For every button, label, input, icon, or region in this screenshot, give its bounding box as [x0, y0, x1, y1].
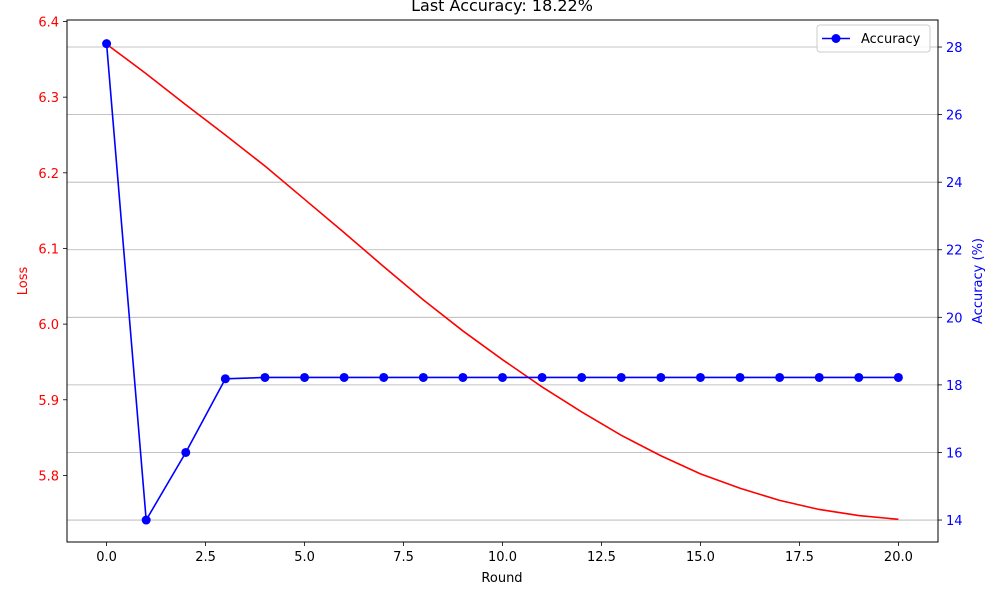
grid [67, 46, 938, 521]
accuracy-data-point [775, 372, 785, 382]
x-tick-label: 17.5 [785, 550, 814, 565]
legend-box [816, 24, 931, 53]
accuracy-data-point [695, 372, 705, 382]
right-tick-label: 28 [946, 41, 963, 56]
accuracy-data-point [181, 447, 191, 457]
right-tick-label: 22 [946, 244, 963, 259]
left-axis-label: Loss [16, 267, 31, 296]
accuracy-data-point [260, 372, 270, 382]
right-tick-label: 18 [946, 379, 963, 394]
accuracy-data-point [537, 372, 547, 382]
accuracy-data-point [418, 372, 428, 382]
x-tick-label: 12.5 [587, 550, 616, 565]
accuracy-data-point [735, 372, 745, 382]
x-tick-label: 5.0 [294, 550, 315, 565]
accuracy-data-point [577, 372, 587, 382]
accuracy-data-point [458, 372, 468, 382]
accuracy-data-point [141, 515, 151, 525]
series-layer [102, 39, 903, 525]
x-tick-label: 10.0 [488, 550, 517, 565]
right-tick-label: 16 [946, 446, 963, 461]
legend-label-accuracy: Accuracy [861, 32, 921, 47]
accuracy-data-point [656, 372, 666, 382]
accuracy-data-point [300, 372, 310, 382]
legend: Accuracy [816, 24, 931, 53]
right-axis-label: Accuracy (%) [971, 238, 986, 324]
x-tick-label: 0.0 [96, 550, 117, 565]
right-tick-label: 26 [946, 109, 963, 124]
accuracy-data-point [854, 372, 864, 382]
right-axis-ticks: 14 16 18 20 22 24 26 28 [938, 41, 963, 529]
accuracy-data-point [379, 372, 389, 382]
right-tick-label: 20 [946, 311, 963, 326]
accuracy-data-point [814, 372, 824, 382]
left-tick-label: 6.0 [38, 318, 59, 333]
left-tick-label: 6.4 [38, 16, 59, 31]
accuracy-series-line [105, 43, 899, 523]
x-tick-label: 7.5 [393, 550, 414, 565]
loss-series-line [106, 43, 899, 521]
accuracy-data-point [220, 374, 230, 384]
accuracy-data-point [498, 372, 507, 382]
x-axis-label: Round [481, 571, 522, 586]
legend-marker [831, 34, 841, 43]
accuracy-data-point [616, 372, 626, 382]
right-tick-label: 24 [946, 176, 963, 191]
left-tick-label: 6.1 [38, 242, 59, 257]
chart-title: Last Accuracy: 18.22% [411, 0, 593, 15]
plot-frame [66, 19, 939, 543]
x-tick-label: 15.0 [686, 550, 715, 565]
right-tick-label: 14 [946, 514, 963, 529]
accuracy-data-point [102, 39, 112, 49]
left-tick-label: 5.9 [38, 394, 59, 409]
left-axis-ticks: 5.8 5.9 6.0 6.1 6.2 6.3 6.4 [38, 16, 67, 484]
left-tick-label: 5.8 [38, 469, 59, 484]
x-tick-label: 20.0 [884, 550, 913, 565]
accuracy-data-point [339, 372, 349, 382]
left-tick-label: 6.2 [38, 167, 59, 182]
x-tick-label: 2.5 [195, 550, 216, 565]
left-tick-label: 6.3 [38, 91, 59, 106]
accuracy-data-point [893, 372, 903, 382]
x-axis-ticks: 0.0 2.5 5.0 7.5 10.0 12.5 15.0 17.5 20.0 [96, 542, 913, 565]
